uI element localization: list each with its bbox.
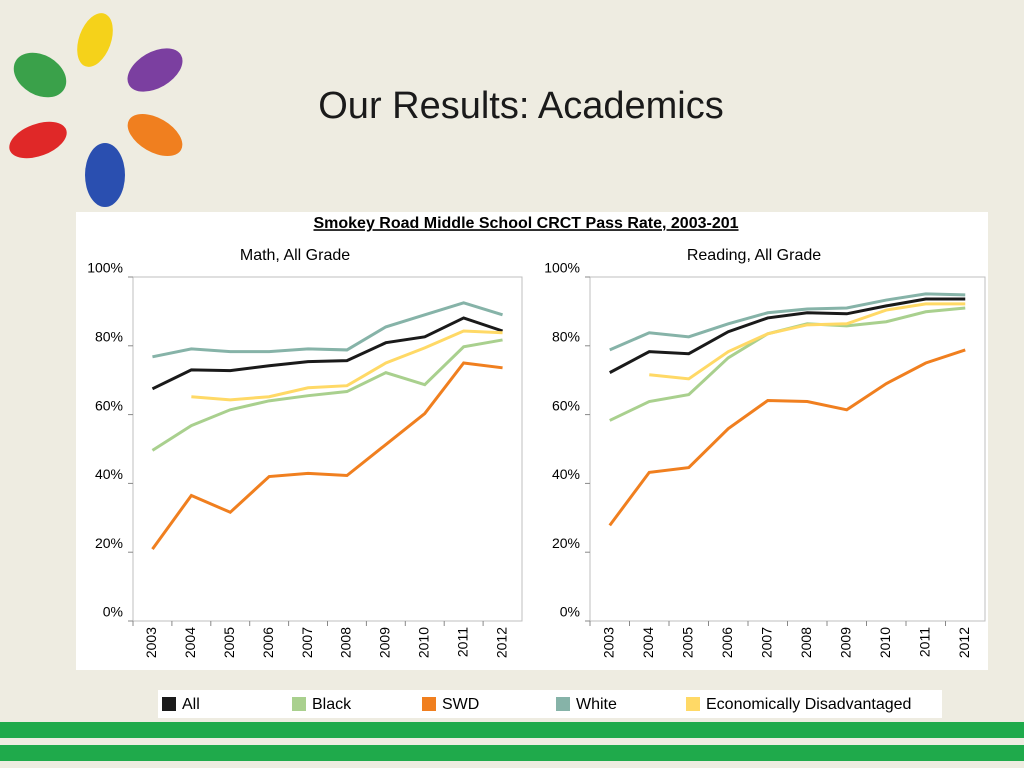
x-tick-label: 2009 [377, 627, 393, 658]
x-tick-label: 2011 [916, 627, 932, 657]
legend-label: Economically Disadvantaged [706, 696, 911, 713]
y-tick-label: 100% [544, 260, 580, 276]
legend-swatch [686, 697, 700, 711]
series-line [191, 329, 503, 402]
y-tick-label: 0% [560, 604, 580, 620]
y-tick-label: 60% [95, 397, 123, 413]
x-tick-label: 2009 [837, 627, 853, 658]
legend-swatch [292, 697, 306, 711]
x-tick-label: 2012 [493, 627, 509, 658]
x-tick-label: 2005 [221, 627, 237, 658]
x-tick-label: 2006 [260, 627, 276, 658]
x-tick-label: 2005 [679, 627, 695, 658]
x-tick-label: 2008 [338, 627, 354, 658]
legend-label: All [182, 696, 200, 713]
legend-label: SWD [442, 696, 479, 713]
x-tick-label: 2012 [956, 627, 972, 658]
series-line [608, 348, 966, 527]
x-tick-label: 2004 [640, 627, 656, 658]
legend-swatch [162, 697, 176, 711]
series-line [609, 297, 966, 374]
x-tick-label: 2010 [415, 627, 431, 658]
y-tick-label: 60% [552, 397, 580, 413]
series-line [609, 292, 966, 352]
x-tick-label: 2007 [299, 627, 315, 658]
stripe [0, 745, 1024, 761]
series-line [151, 361, 503, 550]
x-tick-label: 2003 [143, 627, 159, 658]
series-line [151, 338, 503, 452]
stripe [0, 722, 1024, 738]
x-tick-label: 2010 [877, 627, 893, 658]
x-tick-label: 2008 [798, 627, 814, 658]
x-tick-label: 2003 [600, 627, 616, 658]
y-tick-label: 80% [95, 329, 123, 345]
series-line [151, 316, 504, 391]
figure-title: Smokey Road Middle School CRCT Pass Rate… [313, 215, 738, 232]
chart-title: Math, All Grade [240, 247, 350, 264]
x-tick-label: 2006 [719, 627, 735, 658]
y-tick-label: 20% [95, 535, 123, 551]
chart-panel [76, 212, 988, 670]
y-tick-label: 100% [87, 260, 123, 276]
legend-swatch [422, 697, 436, 711]
y-tick-label: 80% [552, 329, 580, 345]
legend-label: Black [312, 696, 352, 713]
x-tick-label: 2004 [182, 627, 198, 658]
legend-label: White [576, 696, 617, 713]
y-tick-label: 20% [552, 535, 580, 551]
series-line [649, 302, 966, 381]
legend-box [158, 690, 942, 718]
y-tick-label: 0% [103, 604, 123, 620]
legend-swatch [556, 697, 570, 711]
slide-title: Our Results: Academics [318, 85, 723, 127]
y-tick-label: 40% [95, 466, 123, 482]
x-tick-label: 2011 [454, 627, 470, 657]
chart-title: Reading, All Grade [687, 247, 821, 264]
x-tick-label: 2007 [758, 627, 774, 658]
y-tick-label: 40% [552, 466, 580, 482]
series-line [152, 301, 503, 359]
hands-decoration [9, 13, 183, 207]
